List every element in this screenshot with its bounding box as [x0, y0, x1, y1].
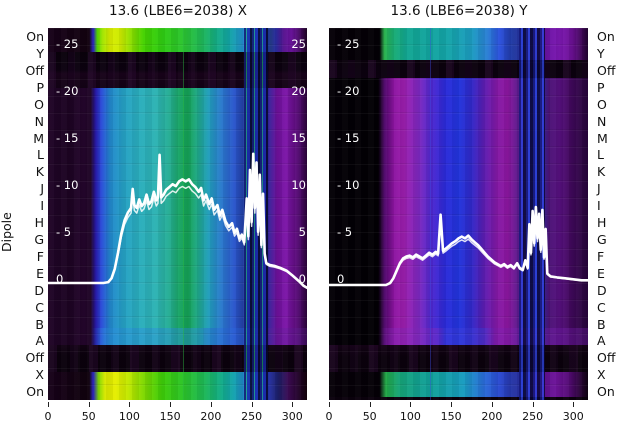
x-tick-label: 200 [481, 410, 503, 423]
dipole-row-label: O [597, 96, 607, 112]
dipole-row-label: Off [25, 350, 44, 366]
dipole-row-label: Off [25, 62, 44, 78]
dipole-row-label: Y [36, 45, 44, 61]
dipole-row-label: H [34, 215, 44, 230]
x-tick-label: 250 [241, 410, 263, 423]
heatmap-band-off-top [329, 60, 588, 78]
x-tick-mark [329, 402, 330, 407]
dipole-row-label: B [597, 316, 606, 332]
dipole-row-label: F [597, 248, 605, 264]
dipole-row-label: H [597, 215, 607, 230]
dipole-row-label: F [36, 248, 44, 264]
x-tick-mark [369, 402, 371, 407]
dipole-row-label: I [40, 198, 44, 214]
dipole-row-label: L [597, 147, 604, 163]
dipole-row-label: A [35, 333, 44, 349]
x-tick-mark [251, 402, 253, 407]
dipole-row-label: C [597, 299, 606, 315]
x-tick-mark [491, 402, 493, 407]
dipole-row-label: K [35, 164, 44, 180]
dipole-row-label: P [36, 79, 44, 95]
heatmap-band-main [329, 78, 588, 345]
dipole-row-label: On [26, 29, 44, 44]
dipole-row-label: M [597, 130, 608, 146]
dipole-row-label: Off [597, 350, 616, 366]
x-tick-label: 300 [281, 410, 303, 423]
heatmap-band-bottom [329, 372, 588, 397]
heatmap-panel-x: - 25- 20- 15- 10- 5 0 25 20 15 10 5 0 [48, 28, 307, 400]
x-tick-label: 50 [81, 410, 96, 423]
dipole-row-label: P [597, 79, 605, 95]
dipole-row-label: D [597, 282, 607, 298]
x-tick-mark [410, 402, 412, 407]
x-tick-label: 100 [399, 410, 421, 423]
x-tick-mark [88, 402, 90, 407]
dipole-row-label: On [597, 29, 615, 44]
heatmap-band-bottom [48, 372, 307, 400]
dipole-row-label: L [37, 147, 44, 163]
dipole-row-label: On [597, 384, 615, 400]
dipole-row-label: I [597, 198, 601, 214]
x-tick-label: 150 [159, 410, 181, 423]
x-tick-mark [451, 402, 453, 407]
x-tick-mark [292, 402, 294, 407]
dipole-row-label: O [34, 96, 44, 112]
dipole-axis-right: On Y Off P O N M L K J I H G F E D C B A Off X On [597, 28, 640, 400]
dipole-row-label: Off [597, 62, 616, 78]
dipole-row-label: X [597, 367, 606, 383]
heatmap-band-main [48, 88, 307, 345]
dipole-row-label: E [597, 265, 605, 281]
dipole-row-label: N [597, 113, 607, 129]
x-tick-mark [210, 402, 212, 407]
dipole-row-label: M [33, 130, 44, 146]
heatmap-band-top [329, 28, 588, 60]
x-tick-label: 0 [325, 410, 333, 423]
x-tick-label: 100 [118, 410, 140, 423]
x-tick-label: 200 [200, 410, 222, 423]
x-tick-mark [532, 402, 534, 407]
x-tick-label: 300 [562, 410, 584, 423]
dipole-row-label: N [34, 113, 44, 129]
x-tick-mark [129, 402, 131, 407]
dipole-row-label: D [34, 282, 44, 298]
heatmap-band-off-bottom [329, 345, 588, 372]
dipole-row-label: Y [597, 45, 605, 61]
dipole-row-label: B [35, 316, 44, 332]
x-tick-label: 0 [44, 410, 52, 423]
dipole-row-label: J [40, 181, 44, 197]
dipole-row-label: G [597, 231, 607, 247]
x-tick-mark [48, 402, 49, 407]
dipole-row-label: X [35, 367, 44, 383]
dipole-axis-left: On Y Off P O N M L K J I H G F E D C B A Off X On [0, 28, 44, 400]
heatmap-band-top [48, 28, 307, 52]
dipole-row-label: C [35, 299, 44, 315]
x-tick-mark [170, 402, 172, 407]
x-tick-label: 250 [522, 410, 544, 423]
x-tick-label: 50 [362, 410, 377, 423]
heatmap-band-off-top [48, 52, 307, 88]
x-tick-label: 150 [440, 410, 462, 423]
dipole-row-label: J [597, 181, 601, 197]
dipole-row-label: A [597, 333, 606, 349]
dipole-row-label: E [36, 265, 44, 281]
dipole-row-label: K [597, 164, 606, 180]
heatmap-band-off-bottom [48, 345, 307, 372]
panel-x-title: 13.6 (LBE6=2038) X [109, 3, 247, 19]
x-tick-mark [573, 402, 575, 407]
dipole-row-label: G [34, 231, 44, 247]
dipole-row-label: On [26, 384, 44, 400]
panel-y-title: 13.6 (LBE6=2038) Y [390, 3, 528, 19]
